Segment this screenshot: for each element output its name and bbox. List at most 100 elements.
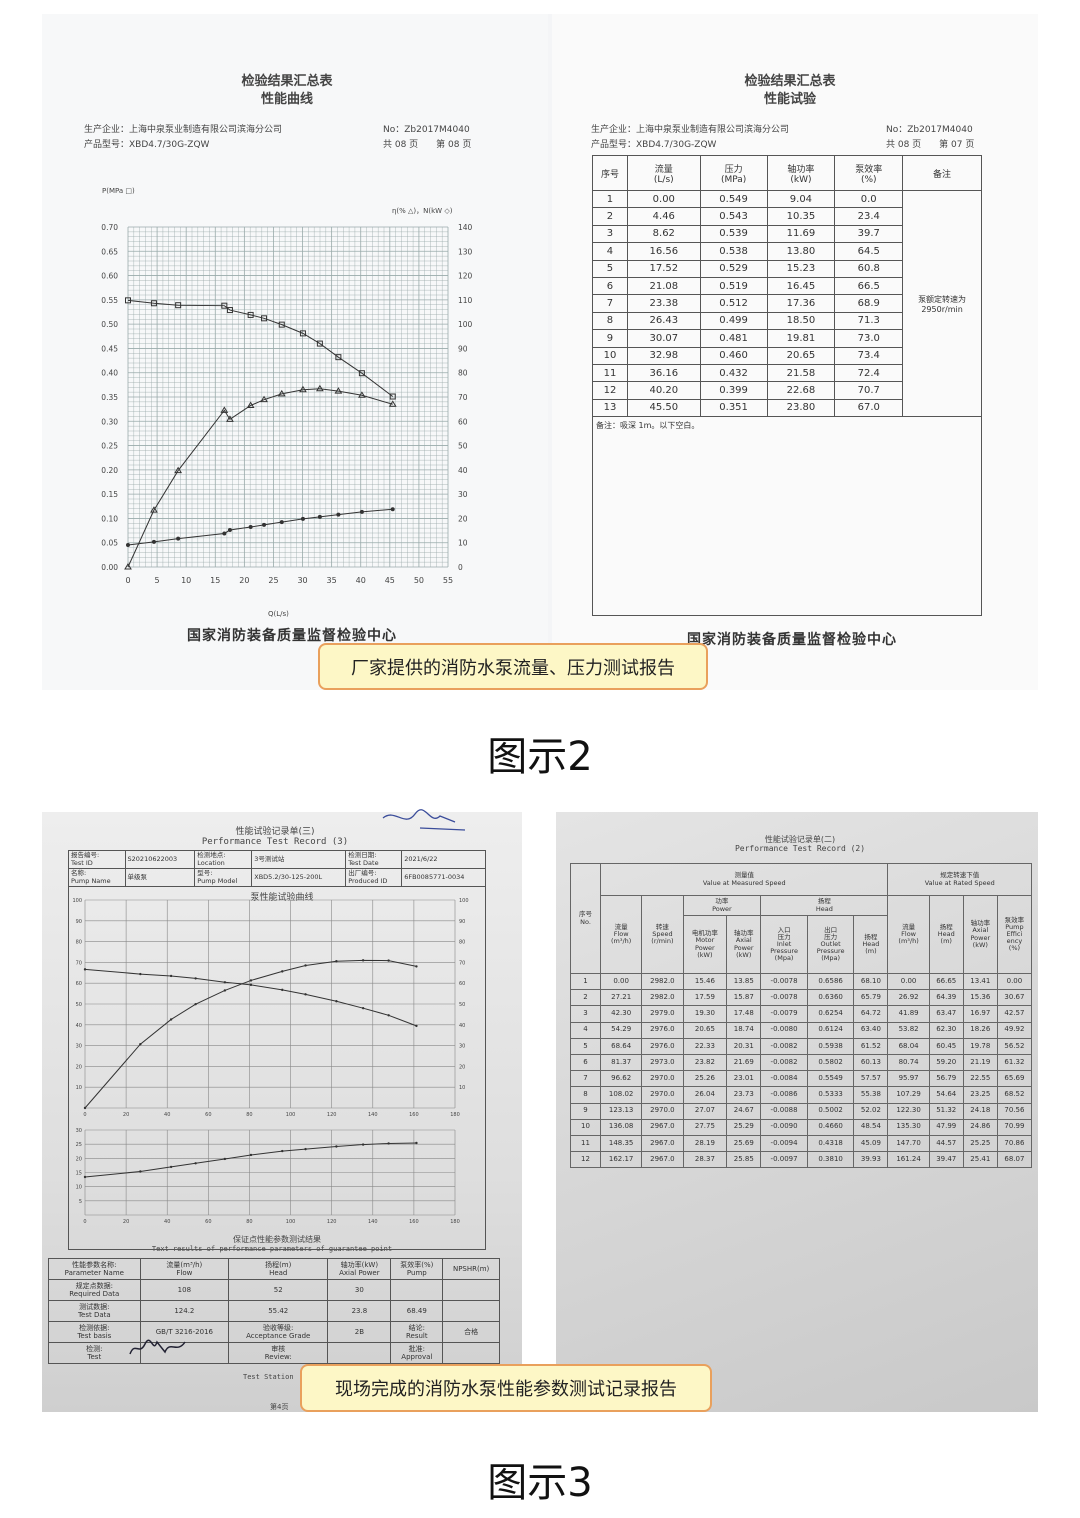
y2-tick-label: 60	[459, 981, 465, 987]
data-point	[300, 516, 305, 521]
table-row: 性能参数名称: Parameter Name 流量(m³/h) Flow 扬程(m) He…	[48, 1258, 500, 1280]
table-cell: 23.4	[834, 207, 904, 226]
y-tick-label: 0.35	[101, 393, 118, 402]
data-point	[125, 297, 131, 304]
series-line-right	[84, 959, 417, 1109]
table-cell: 13.41	[962, 972, 998, 991]
data-point	[260, 395, 268, 403]
table-cell: 32.98	[626, 346, 701, 365]
table-row: 13 45.50 0.351 23.80 67.0	[592, 398, 982, 418]
table-cell: 6	[570, 1053, 601, 1072]
data-point	[358, 370, 365, 377]
handwritten-signature	[382, 809, 466, 831]
y-tick-label: 40	[76, 1023, 82, 1029]
column-header: 转速 Speed (r/min)	[641, 895, 684, 974]
x-tick-label: 0	[83, 1219, 86, 1225]
table-cell: 2	[570, 989, 601, 1007]
table-cell: 18.26	[962, 1021, 998, 1039]
table-cell: 65.79	[853, 989, 889, 1007]
table-cell: 65.69	[996, 1070, 1033, 1088]
series-line-η	[127, 388, 393, 568]
y2-tick-label: 30	[458, 490, 468, 499]
table-row: 4 16.56 0.538 13.80 64.5	[592, 242, 982, 261]
table-cell: 73.0	[834, 329, 904, 348]
data-point	[415, 1024, 418, 1028]
table-cell: 68.49	[390, 1300, 444, 1322]
y-tick-label: 0.20	[101, 466, 118, 475]
data-point	[175, 302, 182, 309]
table-cell: 66.65	[928, 972, 964, 991]
table-cell	[390, 1279, 444, 1301]
tester-signature	[129, 1339, 186, 1355]
table-cell: 23.80	[766, 398, 836, 418]
table-cell: 型号: Pump Model	[194, 868, 253, 887]
table-cell: 2970.0	[641, 1086, 684, 1104]
data-point	[227, 528, 232, 533]
y-tick-label: 0.60	[101, 272, 118, 281]
y2-tick-label: 70	[458, 393, 468, 402]
data-point	[247, 311, 254, 318]
table-row: 名称: Pump Name 单级泵 型号: Pump Model XBD5.2/30-12…	[68, 868, 486, 887]
x-tick-label: 30	[297, 576, 307, 585]
table-cell: 56.79	[928, 1070, 964, 1088]
data-point	[221, 302, 228, 309]
table-cell: 1	[570, 972, 601, 991]
table-cell	[442, 1342, 500, 1364]
page-subtitle: 性能曲线	[260, 92, 314, 107]
table-row: 2 27.21 2982.0 17.59 15.87 -0.0078 0.6360 65.79…	[570, 989, 1033, 1007]
table-row: 3 42.30 2979.0 19.30 17.48 -0.0079 0.6254 64.72…	[570, 1005, 1033, 1023]
table-cell: 27.21	[599, 989, 643, 1007]
table-cell: 123.13	[599, 1102, 643, 1120]
table-cell: 泵效率(%) Pump	[390, 1258, 444, 1280]
table-cell: 0.529	[699, 259, 768, 278]
column-header: 序号 No.	[570, 863, 601, 974]
table-cell: 0.460	[699, 346, 768, 365]
y2-tick-label: 20	[459, 1064, 465, 1070]
table-row: 检测: Test 审核 Review: 批准: Approval	[48, 1342, 500, 1364]
table-cell	[442, 1300, 500, 1322]
company: 生产企业：上海中泉泵业制造有限公司滨海分公司	[84, 125, 283, 135]
data-point	[226, 415, 234, 422]
guarantee-point-table: 性能参数名称: Parameter Name 流量(m³/h) Flow 扬程(m) He…	[48, 1258, 500, 1364]
data-point	[223, 989, 227, 992]
x-tick-label: 10	[181, 576, 191, 585]
table-cell: 25.25	[962, 1134, 998, 1153]
table-cell: 7	[592, 294, 628, 313]
table-row: 规定点数据: Required Data 108 52 30	[48, 1279, 500, 1301]
table-cell: 0.00	[626, 189, 701, 209]
performance-record-table: 序号 No. 测量值 Value at Measured Speed 规定转速下值 Val…	[570, 863, 1033, 1169]
table-row: 检测依据: Test basis GB/T 3216-2016 验收等级: Accept…	[48, 1321, 500, 1343]
x-tick-label: 45	[385, 576, 395, 585]
table-cell: 0.549	[699, 189, 768, 209]
table-cell: 95.97	[887, 1070, 930, 1088]
series-line-left	[84, 968, 417, 1027]
x-tick-label: 35	[327, 576, 337, 585]
table-cell: 107.29	[887, 1086, 930, 1104]
table-cell: 0.6124	[806, 1021, 855, 1039]
page-subtitle: Performance Test Record (3)	[201, 837, 349, 847]
table-cell: 0.539	[699, 224, 768, 244]
table-cell: 轴功率(kW) Axial Power	[327, 1258, 392, 1280]
data-point	[249, 983, 253, 987]
table-cell: 71.3	[834, 311, 904, 331]
table-cell: 16.45	[766, 276, 836, 296]
y2-tick-label: 80	[458, 369, 468, 378]
table-cell: 57.57	[853, 1070, 889, 1088]
table-row: 2 4.46 0.543 10.35 23.4	[592, 207, 982, 226]
column-header: 出口 压力 Outlet Pressure (Mpa)	[806, 915, 855, 974]
y2-tick-label: 100	[458, 320, 473, 329]
remark-cell: 泵额定转速为 2950r/min	[902, 189, 982, 418]
column-header: 入口 压力 Inlet Pressure (Mpa)	[760, 915, 808, 974]
column-header: 扬程 Head (m)	[853, 915, 889, 974]
table-cell: 17.52	[626, 259, 701, 278]
table-cell: 54.64	[928, 1086, 964, 1104]
table-cell: 0.481	[699, 329, 768, 348]
table-cell: 16.56	[626, 242, 701, 261]
column-header: 序号	[592, 155, 628, 191]
data-point	[248, 525, 253, 530]
note-row: 备注：吸深 1m。以下空白。	[592, 416, 982, 617]
data-point	[194, 1162, 197, 1165]
table-cell: 64.72	[853, 1005, 889, 1023]
y-tick-label: 0.45	[101, 344, 118, 353]
table-row: 1 0.00 0.549 9.04 0.0 泵额定转速为 2950r/min	[592, 189, 982, 418]
